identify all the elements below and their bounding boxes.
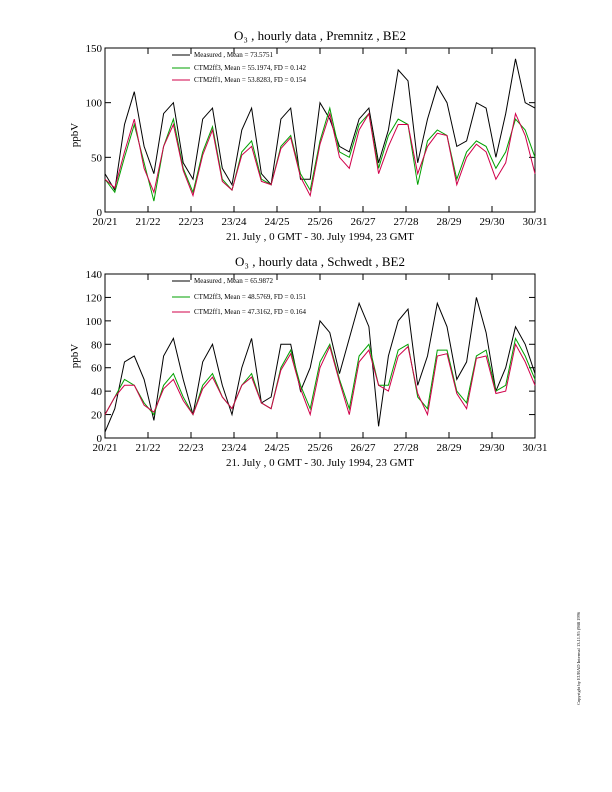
y-tick-label: 60 xyxy=(91,363,103,375)
legend-label: Measured , Mean = 65.9872 xyxy=(194,277,273,285)
legend-label: CTM2ff3, Mean = 48.5769, FD = 0.151 xyxy=(194,293,306,301)
x-ticks: 20/21 21/22 22/23 23/24 24/25 25/26 26/27 27/28… xyxy=(92,48,548,228)
chart-premnitz: O₃ , hourly data , Premnitz , BE2 ppbV 2… xyxy=(69,28,548,243)
x-tick-label: 27/28 xyxy=(393,442,419,454)
x-axis-label: 21. July , 0 GMT - 30. July 1994, 23 GMT xyxy=(226,231,414,243)
series-line-measured xyxy=(104,58,536,192)
y-tick-label: 20 xyxy=(91,410,103,422)
x-tick-label: 23/24 xyxy=(221,216,247,228)
y-tick-label: 100 xyxy=(86,316,103,328)
x-tick-label: 21/22 xyxy=(135,216,160,228)
x-tick-label: 30/31 xyxy=(522,216,547,228)
x-tick-label: 25/26 xyxy=(307,442,333,454)
x-ticks: 20/21 21/22 22/23 23/24 24/25 25/26 26/27 27/28… xyxy=(92,274,548,454)
x-tick-label: 20/21 xyxy=(92,442,117,454)
x-tick-label: 26/27 xyxy=(350,216,376,228)
y-tick-label: 50 xyxy=(91,152,103,164)
y-tick-label: 80 xyxy=(91,339,103,351)
series-line-ctm2f1 xyxy=(104,342,536,417)
legend: Measured , Mean = 65.9872 CTM2ff3, Mean … xyxy=(172,277,306,316)
x-tick-label: 25/26 xyxy=(307,216,333,228)
series-group xyxy=(104,58,536,202)
y-tick-label: 40 xyxy=(91,386,103,398)
y-ticks: 0 50 100 150 xyxy=(86,43,535,219)
chart-schwedt: O₃ , hourly data , Schwedt , BE2 ppbV 21… xyxy=(69,254,548,469)
y-tick-label: 0 xyxy=(97,433,103,445)
legend-label: CTM2ff3, Mean = 55.1974, FD = 0.142 xyxy=(194,64,306,72)
x-tick-label: 28/29 xyxy=(436,442,462,454)
series-line-ctm2f3 xyxy=(104,336,536,416)
y-ticks: 0 20 40 60 80 100 120 140 xyxy=(86,269,535,445)
x-tick-label: 26/27 xyxy=(350,442,376,454)
y-axis-label: ppbV xyxy=(69,123,81,148)
x-tick-label: 23/24 xyxy=(221,442,247,454)
series-line-measured xyxy=(104,297,536,433)
y-tick-label: 150 xyxy=(86,43,103,55)
legend-label: CTM2ff1, Mean = 53.8283, FD = 0.154 xyxy=(194,76,306,84)
series-group xyxy=(104,297,536,433)
x-tick-label: 28/29 xyxy=(436,216,462,228)
x-tick-label: 24/25 xyxy=(264,216,290,228)
x-tick-label: 29/30 xyxy=(479,216,505,228)
legend: Measured , Mean = 73.5751 CTM2ff3, Mean … xyxy=(172,51,306,84)
series-line-ctm2f3 xyxy=(104,106,536,202)
chart-title: O₃ , hourly data , Schwedt , BE2 xyxy=(235,254,405,269)
y-axis-label: ppbV xyxy=(69,344,81,369)
x-tick-label: 27/28 xyxy=(393,216,419,228)
y-tick-label: 100 xyxy=(86,98,103,110)
x-tick-label: 21/22 xyxy=(135,442,160,454)
x-tick-label: 22/23 xyxy=(178,216,204,228)
x-tick-label: 22/23 xyxy=(178,442,204,454)
legend-label: CTM2ff1, Mean = 47.3162, FD = 0.164 xyxy=(194,308,306,316)
plot-frame xyxy=(104,273,536,439)
x-axis-label: 21. July , 0 GMT - 30. July 1994, 23 GMT xyxy=(226,457,414,469)
x-tick-label: 20/21 xyxy=(92,216,117,228)
y-tick-label: 120 xyxy=(86,292,103,304)
copyright-text: Copyright by EURAD Intermal 13.11.95 (98… xyxy=(576,611,581,705)
y-tick-label: 140 xyxy=(86,269,103,281)
x-tick-label: 30/31 xyxy=(522,442,547,454)
x-tick-label: 29/30 xyxy=(479,442,505,454)
legend-label: Measured , Mean = 73.5751 xyxy=(194,51,273,59)
chart-title: O₃ , hourly data , Premnitz , BE2 xyxy=(234,28,406,43)
x-tick-label: 24/25 xyxy=(264,442,290,454)
series-line-ctm2f1 xyxy=(104,111,536,198)
y-tick-label: 0 xyxy=(97,207,103,219)
